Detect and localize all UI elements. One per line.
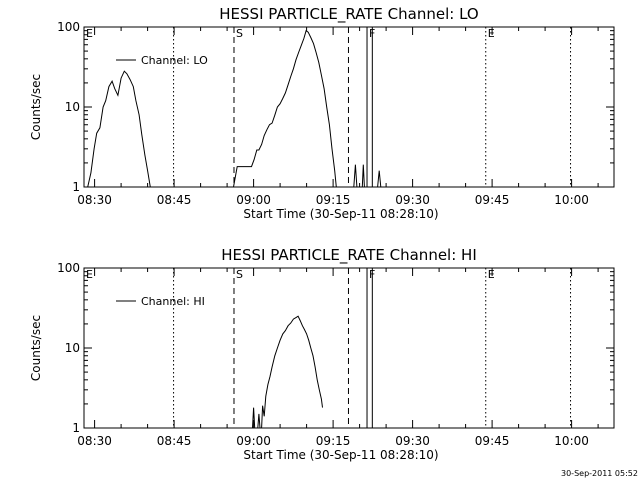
series-line: [377, 170, 382, 188]
y-tick-label: 10: [65, 341, 80, 355]
series-line: [257, 413, 261, 429]
x-tick-label: 09:15: [316, 193, 351, 207]
x-tick-label: 08:30: [77, 434, 112, 448]
series-line: [233, 29, 337, 188]
chart-panel-hi: HESSI PARTICLE_RATE Channel: HI 08:30 08:4…: [29, 246, 615, 462]
x-tick-label: 09:30: [395, 434, 430, 448]
x-tick-label: 09:45: [475, 193, 510, 207]
y-axis-label: Counts/sec: [29, 315, 43, 381]
x-tick-label: 10:00: [554, 434, 589, 448]
plot-frame: [83, 26, 615, 188]
chart-title: HESSI PARTICLE_RATE Channel: LO: [219, 5, 478, 24]
legend-label: Channel: HI: [141, 295, 205, 308]
x-tick-label: 09:15: [316, 434, 351, 448]
x-tick-label: 08:45: [157, 193, 192, 207]
x-tick-label: 08:45: [157, 434, 192, 448]
y-tick-label: 100: [57, 261, 80, 275]
flag-label: S: [236, 268, 243, 281]
footer-timestamp: 30-Sep-2011 05:52: [561, 469, 638, 478]
flag-label: E: [86, 268, 93, 281]
series-line: [361, 164, 365, 188]
x-tick-label: 09:30: [395, 193, 430, 207]
x-tick-label: 10:00: [554, 193, 589, 207]
legend-label: Channel: LO: [141, 54, 208, 67]
y-tick-label: 1: [72, 421, 80, 435]
flag-label: E: [488, 27, 495, 40]
y-tick-label: 1: [72, 180, 80, 194]
flag-label: E: [86, 27, 93, 40]
series-line: [87, 70, 151, 188]
y-tick-label: 10: [65, 100, 80, 114]
flag-label: E: [488, 268, 495, 281]
x-tick-label: 08:30: [77, 193, 112, 207]
chart-panel-lo: HESSI PARTICLE_RATE Channel: LO 08:30 08:4…: [29, 5, 615, 221]
x-axis-label: Start Time (30-Sep-11 08:28:10): [243, 207, 438, 221]
y-axis-label: Counts/sec: [29, 74, 43, 140]
series-line: [252, 407, 256, 429]
series-line: [353, 164, 358, 188]
y-tick-label: 100: [57, 20, 80, 34]
plot-frame: [83, 267, 615, 429]
series-line: [261, 315, 323, 429]
x-tick-label: 09:00: [236, 434, 271, 448]
flag-label: S: [236, 27, 243, 40]
x-axis-label: Start Time (30-Sep-11 08:28:10): [243, 448, 438, 462]
x-tick-label: 09:45: [475, 434, 510, 448]
x-tick-label: 09:00: [236, 193, 271, 207]
chart-title: HESSI PARTICLE_RATE Channel: HI: [221, 246, 477, 265]
